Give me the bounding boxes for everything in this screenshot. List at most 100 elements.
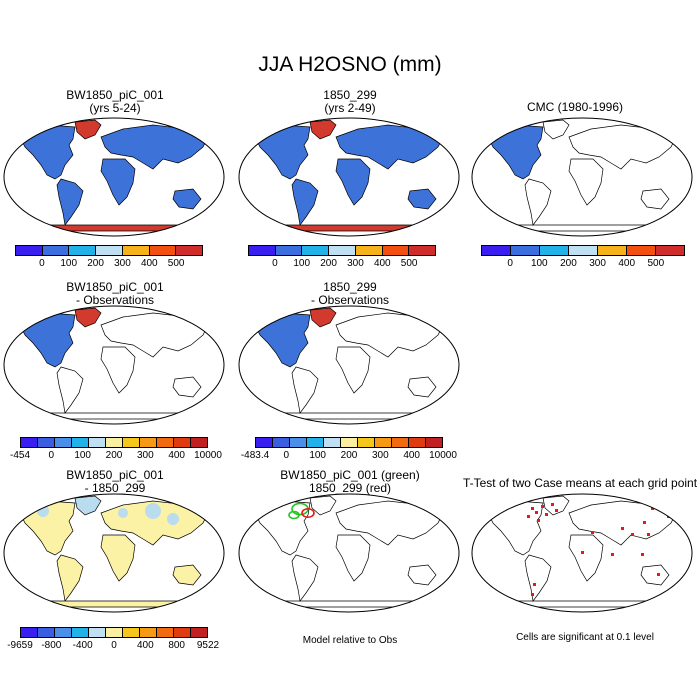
significant-cell — [631, 533, 634, 536]
colorbar-swatch — [157, 628, 174, 637]
significant-cell — [611, 553, 614, 556]
colorbar-bw1850: 0 100 200 300 400 500 — [15, 245, 203, 269]
colorbar-swatch — [55, 628, 72, 637]
significant-cell — [651, 507, 654, 510]
colorbar-swatch — [249, 246, 276, 255]
colorbar-label: 100 — [293, 258, 311, 269]
world-map — [3, 493, 225, 613]
colorbar-swatch — [598, 246, 627, 255]
continent-samerica — [291, 178, 319, 226]
continent-namerica — [255, 312, 311, 368]
continent-samerica — [524, 178, 552, 226]
colorbar-swatch — [123, 438, 140, 447]
colorbar-swatch — [96, 246, 123, 255]
continent-australia — [172, 376, 202, 398]
colorbar-swatch — [174, 628, 191, 637]
map-border — [3, 493, 225, 613]
colorbar-label: 300 — [114, 258, 131, 269]
colorbar-label: 300 — [371, 450, 389, 461]
colorbar-swatch — [302, 246, 330, 255]
significant-cell — [545, 513, 548, 516]
continent-eurasia — [568, 500, 677, 546]
map-panel-1850-299 — [238, 117, 460, 242]
significant-cell — [527, 515, 530, 518]
panel-title-1850-299-minus-obs: 1850_299 - Observations — [310, 280, 390, 307]
colorbar-swatch — [627, 246, 656, 255]
colorbar-swatch — [42, 246, 70, 255]
continent-africa — [100, 534, 136, 582]
colorbar-swatch — [106, 438, 123, 447]
significant-cell — [643, 521, 646, 524]
continent-samerica — [524, 554, 552, 602]
colorbar-swatch — [358, 438, 375, 447]
continent-samerica — [291, 554, 319, 602]
colorbar-swatch — [256, 438, 273, 447]
world-map — [471, 493, 693, 613]
colorbar-label: 200 — [560, 258, 577, 269]
world-map — [471, 117, 693, 237]
colorbar-label: 200 — [105, 450, 123, 461]
continent-samerica — [56, 178, 84, 226]
continent-namerica — [255, 500, 311, 556]
map-panel-cmc — [471, 117, 693, 242]
continent-eurasia — [335, 312, 444, 358]
continent-australia — [172, 188, 202, 210]
colorbar-label: 10000 — [194, 450, 222, 461]
continent-eurasia — [335, 500, 444, 546]
panel-title-cmc: CMC (1980-1996) — [526, 100, 624, 114]
colorbar-boxes — [15, 245, 203, 256]
colorbar-swatch — [511, 246, 540, 255]
colorbar-label: 0 — [48, 450, 55, 461]
colorbar-swatch — [341, 438, 358, 447]
continent-greenland — [542, 119, 570, 140]
panel-title-1850-299: 1850_299 (yrs 2-49) — [323, 88, 377, 115]
continent-samerica — [56, 366, 84, 414]
colorbar-label: 0 — [111, 640, 117, 651]
continent-namerica — [20, 312, 76, 368]
world-map — [238, 493, 460, 613]
significant-cell — [551, 503, 554, 506]
colorbar-label: 300 — [347, 258, 364, 269]
colorbar-cmc: 0 100 200 300 400 500 — [481, 245, 685, 269]
figure-title: JJA H2OSNO (mm) — [258, 53, 442, 76]
significant-cell — [647, 533, 650, 536]
model-relative-note: Model relative to Obs — [302, 635, 398, 646]
significant-cell — [657, 573, 660, 576]
panel-title-ttest: T-Test of two Case means at each grid po… — [462, 476, 698, 490]
map-panel-1850-299-minus-obs — [238, 305, 460, 430]
colorbar-swatch — [122, 246, 150, 255]
colorbar-label: -454 — [9, 450, 31, 461]
colorbar-swatch — [426, 438, 442, 447]
colorbar-swatch — [307, 438, 324, 447]
colorbar-label: 200 — [87, 258, 104, 269]
continent-africa — [100, 158, 136, 206]
continent-australia — [407, 376, 437, 398]
continent-namerica — [488, 124, 544, 180]
continent-africa — [335, 346, 371, 394]
colorbar-swatch — [174, 438, 191, 447]
continent-australia — [407, 564, 437, 586]
colorbar-label: 200 — [320, 258, 337, 269]
significant-cell — [641, 553, 644, 556]
colorbar-swatch — [106, 628, 123, 637]
colorbar-swatch — [21, 438, 38, 447]
colorbar-label: 300 — [589, 258, 606, 269]
continent-australia — [407, 188, 437, 210]
colorbar-label: 100 — [74, 450, 91, 461]
significant-cell — [537, 519, 540, 522]
map-border — [3, 305, 225, 425]
map-border — [3, 117, 225, 237]
colorbar-swatch — [72, 628, 89, 637]
colorbar-swatch — [392, 438, 409, 447]
continent-samerica — [291, 366, 319, 414]
continent-namerica — [20, 500, 76, 556]
colorbar-label: 800 — [168, 640, 185, 651]
continent-eurasia — [100, 124, 209, 170]
colorbar-label: 0 — [272, 258, 278, 269]
colorbar-boxes — [20, 627, 208, 638]
continent-africa — [335, 158, 371, 206]
world-map — [238, 117, 460, 237]
colorbar-boxes — [481, 245, 685, 256]
diff-patch — [118, 508, 128, 518]
diff-patch — [167, 513, 179, 525]
